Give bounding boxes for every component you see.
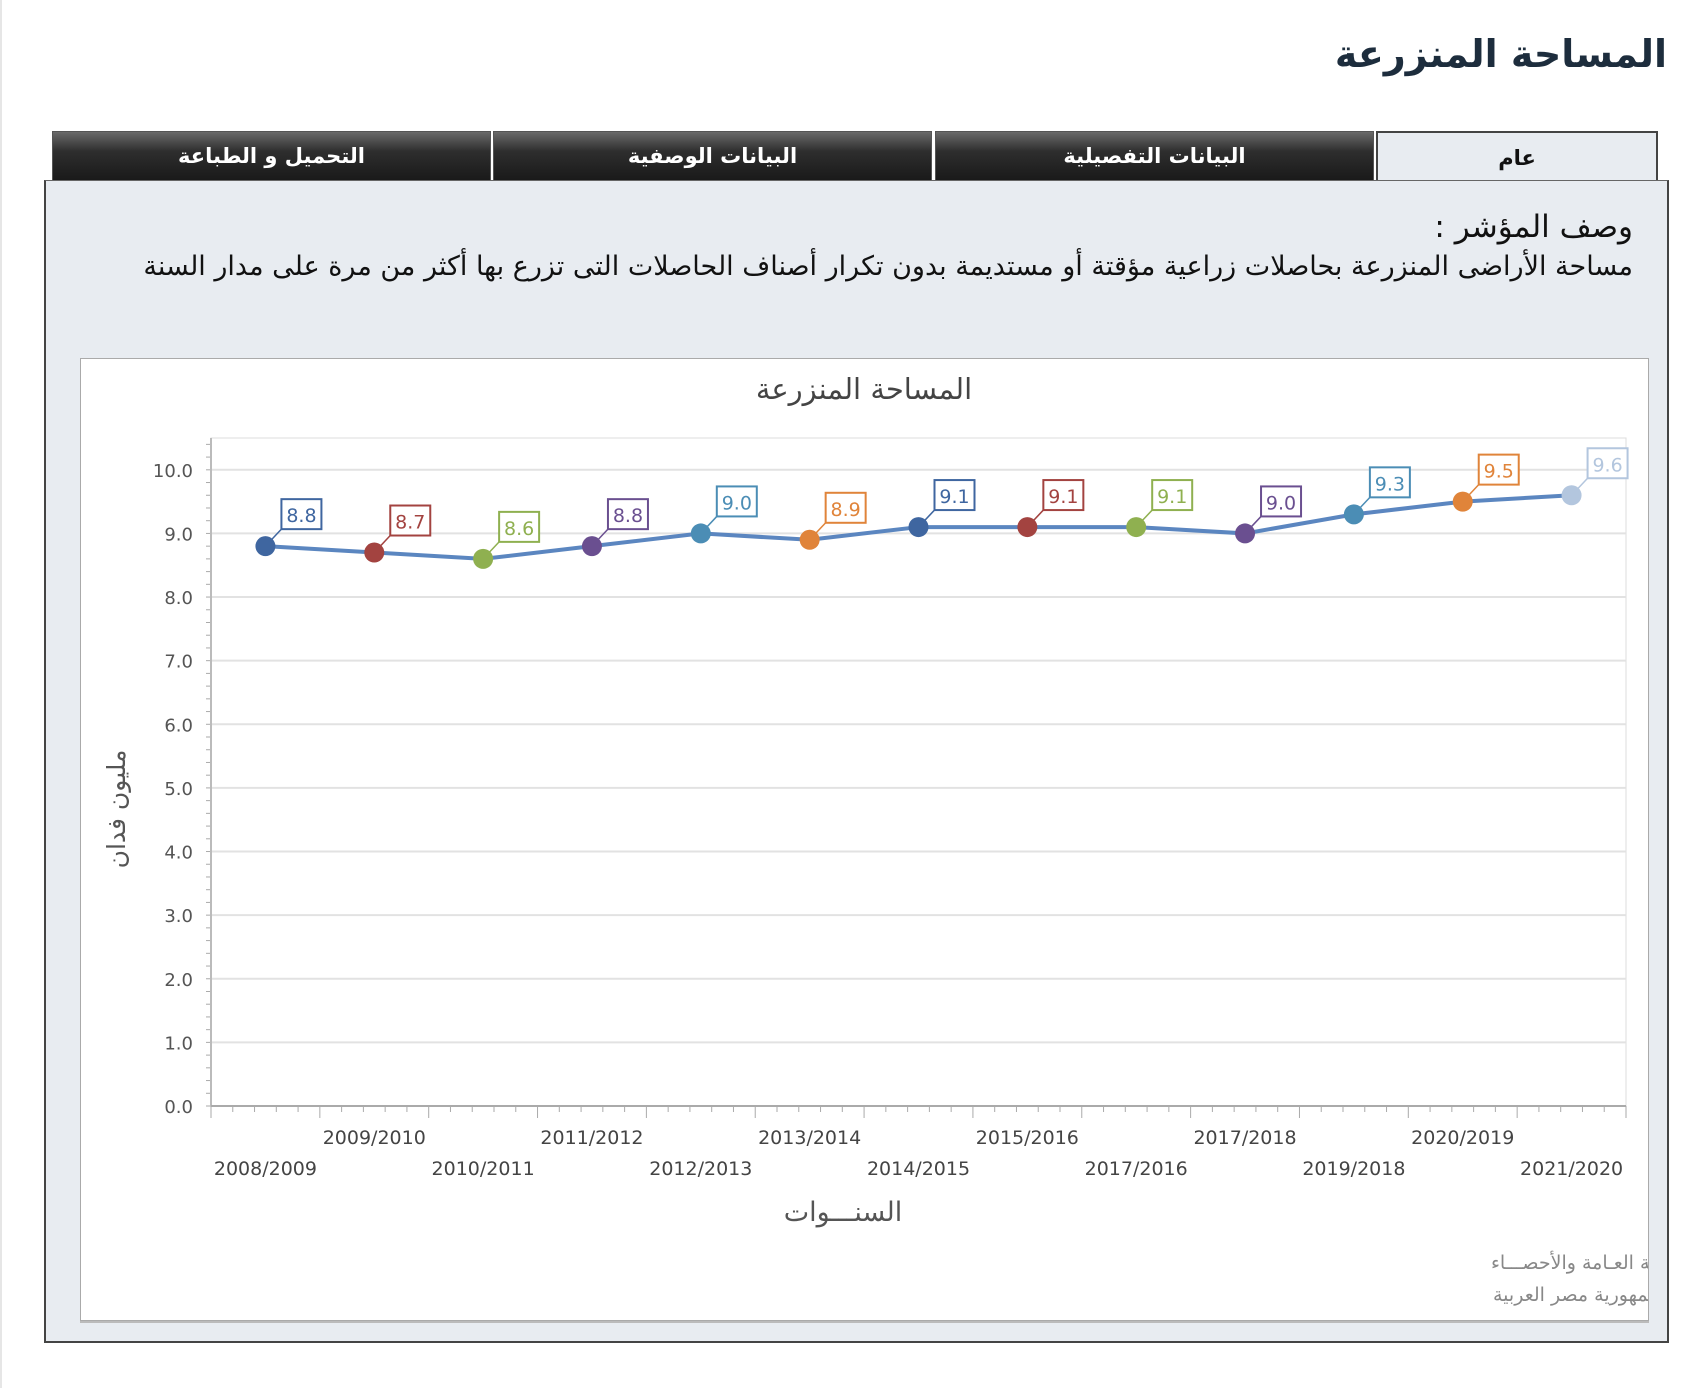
y-tick-label: 5.0 <box>164 779 193 800</box>
y-axis-title: مليون فدان <box>102 750 131 869</box>
data-label-box <box>280 498 323 531</box>
data-point <box>1017 517 1038 538</box>
tab-panel-general: وصف المؤشر : مساحة الأراضى المنزرعة بحاص… <box>44 180 1700 1343</box>
data-label-box <box>1260 485 1303 518</box>
data-point <box>364 542 385 563</box>
tab-metadata[interactable]: البيانات الوصفية <box>493 131 932 180</box>
x-tick-label: 2021/2020 <box>1520 1158 1623 1180</box>
data-label-box <box>933 479 976 512</box>
data-label-box <box>1477 453 1520 486</box>
data-point <box>1126 517 1147 538</box>
data-label-box <box>389 504 432 537</box>
data-label: 8.8 <box>613 505 643 527</box>
data-point <box>473 548 494 569</box>
x-tick-label: 2012/2013 <box>649 1158 752 1180</box>
data-point <box>1452 491 1473 512</box>
data-label-box <box>824 491 867 524</box>
tab-bar: التحميل و الطباعة البيانات الوصفية البيا… <box>52 131 1658 182</box>
x-tick-label: 2009/2010 <box>323 1127 426 1149</box>
description-text: مساحة الأراضى المنزرعة بحاصلات زراعية مؤ… <box>143 251 1633 282</box>
y-tick-label: 8.0 <box>164 588 193 609</box>
data-label-box <box>498 510 541 543</box>
data-point <box>690 523 711 544</box>
data-point <box>581 536 602 557</box>
chart-container: المساحة المنزرعة مليون فدان السنـــوات ح… <box>80 358 1700 1321</box>
data-label: 9.0 <box>722 492 752 514</box>
description-heading: وصف المؤشر : <box>1434 209 1633 245</box>
data-label: 9.1 <box>1048 486 1078 508</box>
tab-detailed-data[interactable]: البيانات التفصيلية <box>935 131 1374 180</box>
x-tick-label: 2013/2014 <box>758 1127 861 1149</box>
y-tick-label: 2.0 <box>164 970 193 991</box>
x-tick-label: 2017/2016 <box>1085 1158 1188 1180</box>
data-point <box>1235 523 1256 544</box>
data-label: 8.6 <box>504 518 534 540</box>
indicator-description: وصف المؤشر : مساحة الأراضى المنزرعة بحاص… <box>73 207 1633 286</box>
data-label-box <box>606 498 649 531</box>
data-label-box <box>1042 479 1085 512</box>
line-chart: المساحة المنزرعة مليون فدان السنـــوات ح… <box>102 372 1700 1306</box>
data-point <box>799 529 820 550</box>
x-tick-label: 2019/2018 <box>1302 1158 1405 1180</box>
data-label-box <box>1368 466 1411 499</box>
y-tick-label: 0.0 <box>164 1097 193 1118</box>
plot-area <box>210 437 1627 1107</box>
y-tick-label: 3.0 <box>164 906 193 927</box>
page-edge <box>0 0 2 1388</box>
data-label: 9.0 <box>1266 492 1296 514</box>
chart-title: المساحة المنزرعة <box>756 372 972 406</box>
data-label: 9.3 <box>1375 473 1405 495</box>
data-point <box>908 517 929 538</box>
data-label-box <box>715 485 758 518</box>
data-label: 8.7 <box>395 512 425 534</box>
x-tick-label: 2010/2011 <box>432 1158 535 1180</box>
source-note: المصدر الأساسي للأحصاءات الرسمية لجمهوري… <box>1493 1283 1648 1306</box>
y-tick-label: 4.0 <box>164 843 193 864</box>
x-tick-label: 2014/2015 <box>867 1158 970 1180</box>
x-tick-label: 2008/2009 <box>214 1158 317 1180</box>
tab-general[interactable]: عام <box>1376 131 1658 182</box>
data-label: 9.1 <box>1157 486 1187 508</box>
data-point <box>1343 504 1364 525</box>
x-tick-label: 2011/2012 <box>540 1127 643 1149</box>
x-tick-label: 2015/2016 <box>976 1127 1079 1149</box>
data-label: 9.6 <box>1592 454 1622 476</box>
tab-download-print[interactable]: التحميل و الطباعة <box>52 131 491 180</box>
y-tick-label: 9.0 <box>164 524 193 545</box>
x-axis-title: السنـــوات <box>784 1197 903 1228</box>
y-tick-label: 1.0 <box>164 1033 193 1054</box>
y-tick-label: 10.0 <box>153 461 193 482</box>
data-label: 9.1 <box>939 486 969 508</box>
copyright-note: حقوق الملكية للجهـــاز المركزي للتعبئة ا… <box>1491 1251 1648 1274</box>
x-tick-label: 2017/2018 <box>1193 1127 1296 1149</box>
data-label: 8.9 <box>831 499 861 521</box>
y-tick-label: 7.0 <box>164 652 193 673</box>
page-title: المساحة المنزرعة <box>1334 32 1667 76</box>
data-label-box <box>1151 479 1194 512</box>
data-label: 8.8 <box>286 505 316 527</box>
data-label: 9.5 <box>1484 461 1514 483</box>
data-label-box <box>1586 447 1629 480</box>
y-tick-label: 6.0 <box>164 715 193 736</box>
x-tick-label: 2020/2019 <box>1411 1127 1514 1149</box>
data-point <box>255 536 276 557</box>
data-point <box>1561 485 1582 506</box>
